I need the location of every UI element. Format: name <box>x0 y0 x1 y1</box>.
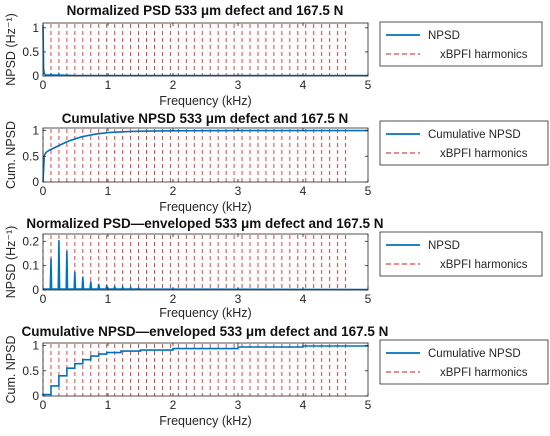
series-line <box>42 25 368 77</box>
x-tick-label: 0 <box>40 78 47 92</box>
x-axis-label: Frequency (kHz) <box>159 200 251 214</box>
y-tick-label: 0 <box>32 283 39 297</box>
x-tick-label: 1 <box>105 292 112 306</box>
y-tick-label: 0.1 <box>22 259 39 273</box>
x-axis-label: Frequency (kHz) <box>159 94 251 108</box>
harmonic-lines <box>42 235 347 290</box>
y-tick-label: 0 <box>32 69 39 83</box>
axes-frame <box>42 233 369 291</box>
chart-panel-3: 0 1 2 3 4 5 0 0.1 0.2 Normalized PSD—enveloped 53… <box>4 216 543 320</box>
x-tick-label: 5 <box>365 292 372 306</box>
x-tick-label: 1 <box>105 184 112 198</box>
x-tick-label: 5 <box>365 184 372 198</box>
x-tick-label: 3 <box>235 398 242 412</box>
legend-label-harmonics: xBPFI harmonics <box>440 49 528 61</box>
legend: NPSD xBPFI harmonics <box>379 231 543 277</box>
y-axis-label: Cum. NPSD <box>4 335 18 403</box>
legend-box <box>379 21 543 67</box>
series-line <box>42 345 369 396</box>
legend: NPSD xBPFI harmonics <box>379 21 543 67</box>
x-tick-label: 2 <box>170 398 177 412</box>
legend-label-series: Cumulative NPSD <box>428 348 521 360</box>
x-tick-label: 5 <box>365 78 372 92</box>
x-tick-label: 4 <box>300 292 307 306</box>
y-tick-label: 0.2 <box>22 234 39 248</box>
x-tick-label: 4 <box>300 184 307 198</box>
y-tick-label: 0 <box>32 175 39 189</box>
y-tick-label: 0 <box>32 389 39 403</box>
chart-title: Cumulative NPSD 533 μm defect and 167.5 … <box>62 111 349 126</box>
x-tick-label: 2 <box>170 292 177 306</box>
series-line <box>42 240 369 291</box>
axes-frame <box>42 22 369 77</box>
plot-area <box>43 343 368 396</box>
y-axis-label: NPSD (Hz⁻¹) <box>4 13 18 86</box>
legend-box <box>379 231 543 277</box>
x-tick-label: 1 <box>105 398 112 412</box>
plot-area <box>43 23 368 76</box>
x-tick-label: 4 <box>300 78 307 92</box>
y-tick-label: 0.5 <box>22 45 39 59</box>
y-tick-label: 1 <box>32 124 39 138</box>
y-axis-label: NPSD (Hz⁻¹) <box>4 226 18 299</box>
y-tick-label: 1 <box>32 21 39 35</box>
y-tick-label: 1 <box>32 339 39 353</box>
chart-panel-2: 0 1 2 3 4 5 0 0.5 1 Cumulative NPSD 533 μm defect… <box>4 111 549 214</box>
chart-panel-1: 0 1 2 3 4 5 0 0.5 1 Normalized PSD 533 μm defect … <box>4 3 543 108</box>
x-axis-label: Frequency (kHz) <box>159 306 251 320</box>
legend-label-series: Cumulative NPSD <box>428 129 521 141</box>
x-tick-label: 0 <box>40 292 47 306</box>
plot-area <box>43 128 368 182</box>
axes-frame <box>42 342 369 397</box>
x-tick-label: 2 <box>170 184 177 198</box>
legend: Cumulative NPSD xBPFI harmonics <box>379 339 549 385</box>
x-tick-label: 3 <box>235 184 242 198</box>
x-tick-label: 2 <box>170 78 177 92</box>
legend-label-harmonics: xBPFI harmonics <box>440 148 528 160</box>
legend-box <box>379 120 549 166</box>
x-tick-label: 0 <box>40 398 47 412</box>
y-axis-label: Cum. NPSD <box>4 121 18 189</box>
plot-area <box>43 234 368 290</box>
series-line <box>42 129 368 183</box>
legend-label-series: NPSD <box>428 240 460 252</box>
legend-box <box>379 339 549 385</box>
legend: Cumulative NPSD xBPFI harmonics <box>379 120 549 166</box>
x-tick-label: 3 <box>235 78 242 92</box>
x-tick-label: 0 <box>40 184 47 198</box>
x-axis-label: Frequency (kHz) <box>159 414 251 428</box>
x-tick-label: 3 <box>235 292 242 306</box>
chart-title: Normalized PSD—enveloped 533 μm defect a… <box>26 216 383 231</box>
chart-title: Cumulative NPSD—enveloped 533 μm defect … <box>22 324 389 339</box>
x-tick-label: 1 <box>105 78 112 92</box>
y-tick-label: 0.5 <box>22 364 39 378</box>
legend-label-harmonics: xBPFI harmonics <box>440 367 528 379</box>
chart-title: Normalized PSD 533 μm defect and 167.5 N <box>67 3 344 18</box>
axes-frame <box>42 127 369 183</box>
x-tick-label: 5 <box>365 398 372 412</box>
legend-label-series: NPSD <box>428 30 460 42</box>
harmonic-lines <box>42 24 347 76</box>
y-tick-label: 0.5 <box>22 149 39 163</box>
x-tick-label: 4 <box>300 398 307 412</box>
harmonic-lines <box>42 129 347 182</box>
legend-label-harmonics: xBPFI harmonics <box>440 259 528 271</box>
